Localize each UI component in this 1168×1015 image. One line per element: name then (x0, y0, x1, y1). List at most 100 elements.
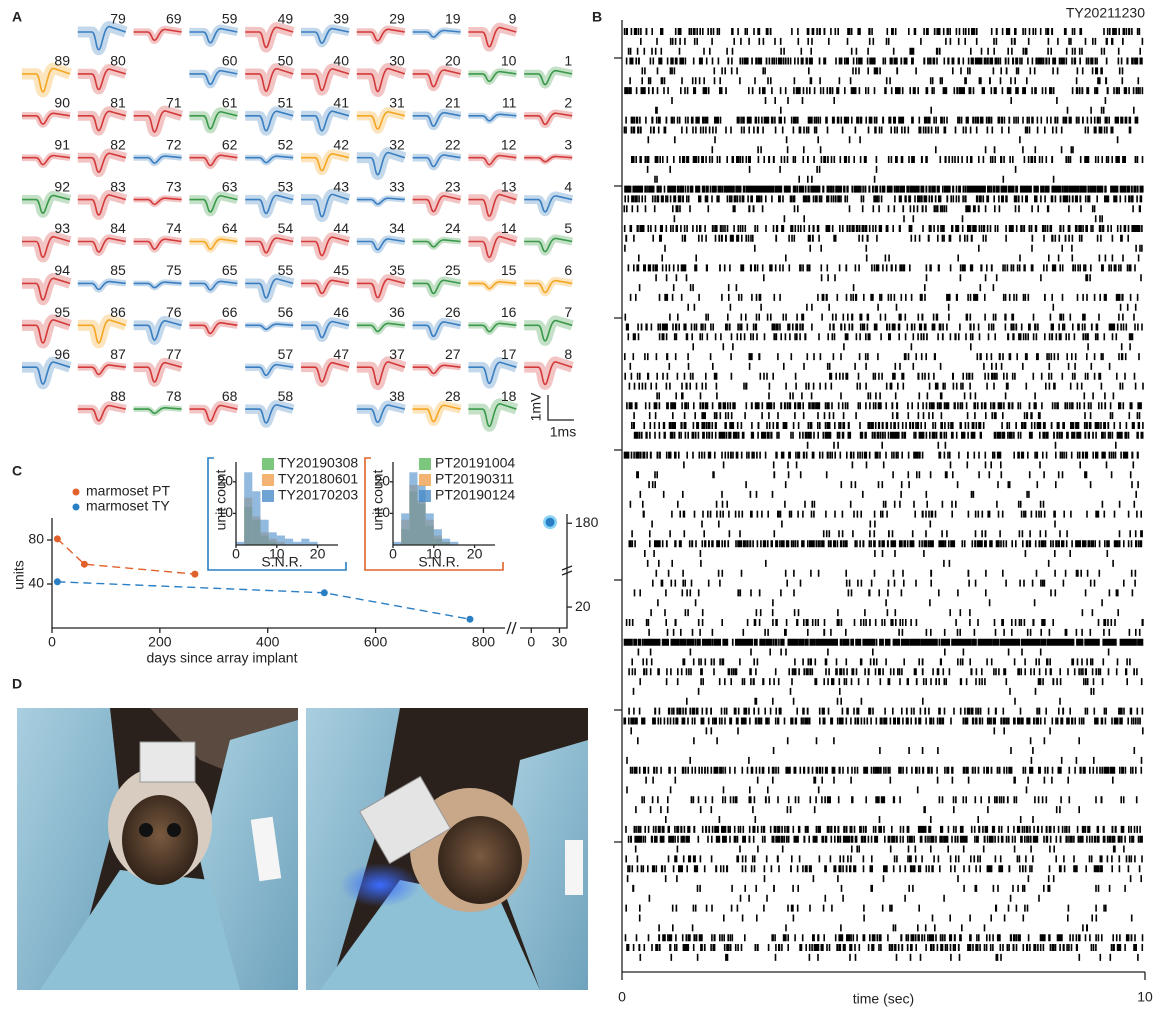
photo-right (306, 708, 588, 990)
electrode-label: 46 (333, 304, 349, 320)
waveform (412, 239, 461, 248)
spike-row (625, 855, 1143, 863)
waveform (524, 361, 573, 386)
waveform (77, 68, 127, 91)
electrode-label: 7 (564, 304, 572, 320)
electrode-label: 84 (110, 220, 126, 236)
waveform (468, 235, 517, 259)
waveform (133, 281, 182, 289)
electrode-label: 22 (445, 136, 461, 152)
electrode-label: 23 (445, 178, 461, 194)
spike-row (656, 392, 1115, 400)
waveform (468, 70, 517, 83)
spike-row (623, 126, 1132, 134)
y2-tick-label: 180 (575, 514, 599, 530)
waveform (356, 67, 406, 93)
spike-row (655, 569, 1137, 577)
series-line (57, 581, 471, 620)
electrode-label: 77 (166, 346, 182, 362)
spike-row (626, 402, 1142, 410)
waveform (245, 404, 294, 424)
spike-row (638, 914, 1133, 922)
y-tick-label: 40 (28, 575, 44, 591)
waveform (356, 278, 406, 299)
series-line (56, 538, 195, 575)
electrode-label: 90 (54, 95, 70, 111)
waveform (245, 323, 294, 331)
legend-label: PT20190311 (435, 471, 514, 487)
y-tick-label: 10 (217, 504, 233, 520)
electrode-label: 54 (278, 220, 294, 236)
waveform (133, 320, 182, 341)
hist-bar (268, 532, 277, 545)
spike-row (624, 185, 1144, 193)
spike-row (625, 116, 1139, 124)
spike-row (625, 825, 1141, 833)
waveform (77, 364, 126, 376)
spike-row (627, 333, 1134, 341)
electrode-label: 21 (445, 95, 461, 111)
legend-label: marmoset TY (86, 498, 170, 514)
spike-row (625, 234, 1129, 242)
waveform (412, 404, 461, 423)
y-tick-label: 20 (217, 473, 233, 489)
spike-row (631, 658, 1131, 666)
electrode-label: 4 (564, 178, 572, 194)
spike-row (629, 293, 1139, 301)
hist-bar (433, 529, 442, 545)
waveform (524, 112, 573, 126)
electrode-label: 78 (166, 388, 182, 404)
spike-row (655, 106, 1135, 114)
electrode-label: 49 (278, 11, 294, 27)
spike-row (625, 323, 1143, 331)
spike-row (626, 944, 1144, 951)
electrode-label: 71 (166, 95, 182, 111)
waveform (245, 278, 294, 299)
waveform (524, 155, 573, 163)
waveform (22, 277, 71, 301)
hist-bar (293, 541, 302, 545)
scale-bar-label: 1ms (550, 424, 576, 440)
waveform (189, 238, 238, 250)
waveform (468, 361, 517, 385)
y-axis-label: unit count (370, 470, 386, 531)
waveform (189, 195, 238, 213)
x-tick-label: 20 (310, 546, 326, 562)
waveform (22, 319, 71, 344)
spike-row (657, 599, 1103, 607)
hist-bar (450, 541, 459, 545)
electrode-label: 81 (110, 95, 126, 111)
spike-row (624, 313, 1135, 321)
waveform (412, 154, 461, 168)
waveform (356, 404, 405, 424)
spike-row (633, 589, 1134, 597)
electrode-label: 16 (501, 304, 517, 320)
spike-row (655, 274, 1142, 282)
legend-label: PT20191004 (435, 455, 515, 471)
waveform (189, 404, 238, 422)
spike-row (629, 362, 1111, 370)
spike-row (624, 934, 1144, 942)
waveform (301, 320, 350, 339)
electrode-label: 29 (389, 11, 405, 27)
y-tick-label: 80 (28, 531, 44, 547)
spike-row (639, 490, 1137, 498)
electrode-label: 3 (564, 136, 572, 152)
electrode-label: 50 (278, 53, 294, 69)
electrode-label: 8 (564, 346, 572, 362)
point (53, 578, 61, 586)
waveform (245, 237, 294, 254)
inset-frame (207, 457, 347, 571)
spike-row (623, 28, 1141, 35)
waveform (133, 197, 182, 206)
waveform (412, 69, 461, 88)
spike-row (632, 687, 1095, 695)
spike-row (628, 382, 1144, 390)
spike-row (628, 540, 1143, 548)
electrode-label: 15 (501, 262, 517, 278)
electrode-label: 92 (54, 178, 70, 194)
scale-bar-label: 1mV (528, 392, 544, 421)
electrode-label: 13 (501, 178, 517, 194)
x-tick-label: 0 (48, 634, 56, 650)
spike-row (654, 175, 1055, 183)
